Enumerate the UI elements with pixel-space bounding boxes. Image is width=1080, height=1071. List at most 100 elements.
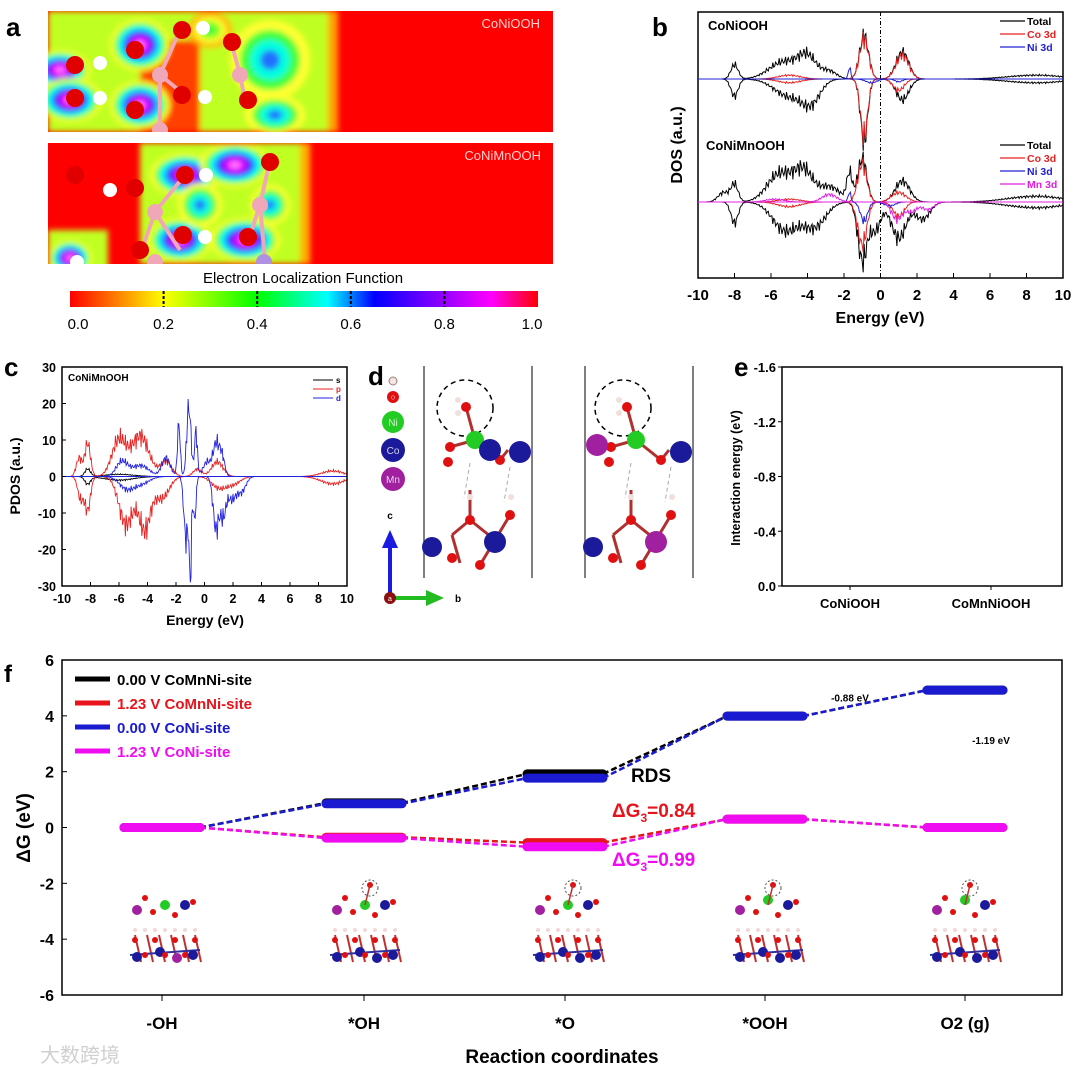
y-tick-label: -0.8 bbox=[754, 470, 776, 485]
atom bbox=[188, 950, 198, 960]
atom bbox=[147, 254, 163, 264]
x-tick-label: O2 (g) bbox=[940, 1014, 989, 1033]
x-tick-label: 8 bbox=[315, 592, 322, 606]
legend-label: 0.00 V CoNi-site bbox=[117, 720, 230, 737]
atom-o bbox=[352, 937, 358, 943]
pdos-series-d bbox=[62, 398, 347, 477]
dos-panel-title: CoNiOOH bbox=[708, 18, 768, 33]
atom-o bbox=[372, 912, 378, 918]
atom bbox=[152, 122, 168, 132]
y-tick-label: 4 bbox=[45, 709, 54, 726]
atom bbox=[174, 226, 192, 244]
atom-h bbox=[786, 928, 790, 932]
atom-o bbox=[350, 909, 356, 915]
atom bbox=[261, 153, 279, 171]
atom bbox=[252, 197, 268, 213]
y-tick-label: -6 bbox=[40, 988, 54, 1005]
atom-h bbox=[393, 928, 397, 932]
x-tick-label: -2 bbox=[170, 592, 181, 606]
elf-map-label-conimnooh: CoNiMnOOH bbox=[464, 148, 541, 163]
atom-o bbox=[382, 952, 388, 958]
x-tick-label: CoMnNiOOH bbox=[952, 596, 1031, 611]
atom-h bbox=[616, 410, 622, 416]
atom-o bbox=[795, 937, 801, 943]
atom bbox=[66, 56, 84, 74]
atom-o bbox=[555, 937, 561, 943]
atom bbox=[332, 952, 342, 962]
atom-o bbox=[390, 899, 396, 905]
legend-label: Ni 3d bbox=[1027, 42, 1053, 54]
x-tick-label: -10 bbox=[687, 287, 709, 304]
atom-o bbox=[150, 909, 156, 915]
y-tick-label: -1.6 bbox=[754, 360, 776, 375]
connector bbox=[802, 817, 928, 829]
atom-o bbox=[443, 457, 453, 467]
atom-h bbox=[669, 494, 675, 500]
atom-o bbox=[735, 937, 741, 943]
atom-o bbox=[132, 937, 138, 943]
atom-o bbox=[575, 937, 581, 943]
dg-subscript: 3 bbox=[640, 811, 647, 825]
atom-h bbox=[963, 928, 967, 932]
atom-o bbox=[445, 442, 455, 452]
connector bbox=[199, 826, 327, 840]
panel-label-a: a bbox=[6, 12, 21, 42]
y-tick-label: -30 bbox=[38, 580, 56, 594]
adsorbate-highlight bbox=[564, 879, 582, 897]
atom-o bbox=[765, 952, 771, 958]
x-tick-label: 4 bbox=[258, 592, 265, 606]
atom-h bbox=[133, 928, 137, 932]
b-axis-arrowhead bbox=[426, 590, 444, 606]
atom-h bbox=[508, 494, 514, 500]
atom-h bbox=[546, 928, 550, 932]
atom-o bbox=[172, 912, 178, 918]
connector bbox=[401, 836, 528, 849]
atom-o bbox=[152, 937, 158, 943]
legend-atom-co bbox=[381, 438, 405, 462]
atom-h bbox=[536, 928, 540, 932]
atom-o bbox=[142, 952, 148, 958]
legend-label: s bbox=[336, 376, 341, 385]
plot-frame bbox=[781, 366, 1063, 587]
atom-mn bbox=[645, 531, 667, 553]
atom-h bbox=[943, 928, 947, 932]
atom-h bbox=[363, 928, 367, 932]
bar-value-label: -1.19 eV bbox=[972, 736, 1010, 747]
bond bbox=[346, 934, 354, 963]
atom-o bbox=[142, 895, 148, 901]
x-tick-label: 6 bbox=[287, 592, 294, 606]
connector bbox=[401, 772, 528, 805]
adsorption-structures: H O Ni Co Mn a c b bbox=[381, 366, 694, 606]
y-axis-title: ΔG (eV) bbox=[14, 793, 35, 863]
atom-o bbox=[942, 952, 948, 958]
atom-o bbox=[622, 402, 632, 412]
x-tick-label: *OOH bbox=[742, 1014, 787, 1033]
atom-o bbox=[952, 937, 958, 943]
atom-o bbox=[461, 402, 471, 412]
y-tick-label: -4 bbox=[40, 932, 54, 949]
atom-o bbox=[172, 937, 178, 943]
y-tick-label: -0.4 bbox=[754, 524, 777, 539]
x-tick-label: 6 bbox=[986, 287, 994, 304]
atom-co bbox=[583, 537, 603, 557]
elf-map-coniooh bbox=[48, 11, 553, 132]
atom bbox=[126, 179, 144, 197]
atom-h bbox=[467, 494, 473, 500]
y-tick-label: 0.0 bbox=[758, 579, 776, 594]
legend-atom-label: Ni bbox=[388, 418, 397, 429]
atom-o bbox=[656, 455, 666, 465]
bond bbox=[549, 934, 557, 963]
colorbar-tick-label: 0.0 bbox=[68, 316, 89, 333]
watermark: 大数跨境 bbox=[40, 1044, 120, 1067]
atom-o bbox=[753, 909, 759, 915]
atom-o bbox=[932, 937, 938, 943]
bond bbox=[749, 934, 757, 963]
atom bbox=[388, 950, 398, 960]
elf-map-conimnooh bbox=[48, 143, 553, 264]
atom-h bbox=[736, 928, 740, 932]
atom-o bbox=[565, 952, 571, 958]
atom-o bbox=[745, 952, 751, 958]
atom bbox=[196, 21, 210, 35]
elf-contour bbox=[267, 110, 283, 120]
